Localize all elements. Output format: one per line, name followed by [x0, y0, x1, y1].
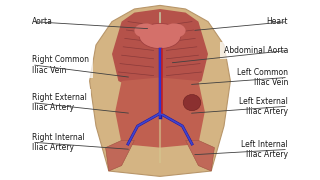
- Text: Aorta: Aorta: [32, 17, 53, 26]
- Ellipse shape: [134, 23, 157, 38]
- Text: Right Internal
Iliac Artery: Right Internal Iliac Artery: [32, 132, 85, 152]
- Text: Left External
Iliac Artery: Left External Iliac Artery: [239, 96, 288, 116]
- Text: Right External
Iliac Artery: Right External Iliac Artery: [32, 93, 87, 112]
- Ellipse shape: [139, 23, 181, 49]
- Text: Left Internal
Iliac Artery: Left Internal Iliac Artery: [241, 140, 288, 159]
- Polygon shape: [106, 140, 134, 171]
- Polygon shape: [186, 140, 214, 171]
- Text: Heart: Heart: [267, 17, 288, 26]
- Ellipse shape: [183, 94, 201, 111]
- Text: Abdominal Aorta: Abdominal Aorta: [224, 46, 288, 55]
- Ellipse shape: [163, 23, 186, 38]
- Text: Right Common
Iliac Vein: Right Common Iliac Vein: [32, 55, 89, 75]
- Polygon shape: [115, 77, 205, 148]
- Polygon shape: [112, 9, 208, 94]
- Text: Left Common
Iliac Vein: Left Common Iliac Vein: [237, 68, 288, 87]
- Polygon shape: [90, 5, 230, 176]
